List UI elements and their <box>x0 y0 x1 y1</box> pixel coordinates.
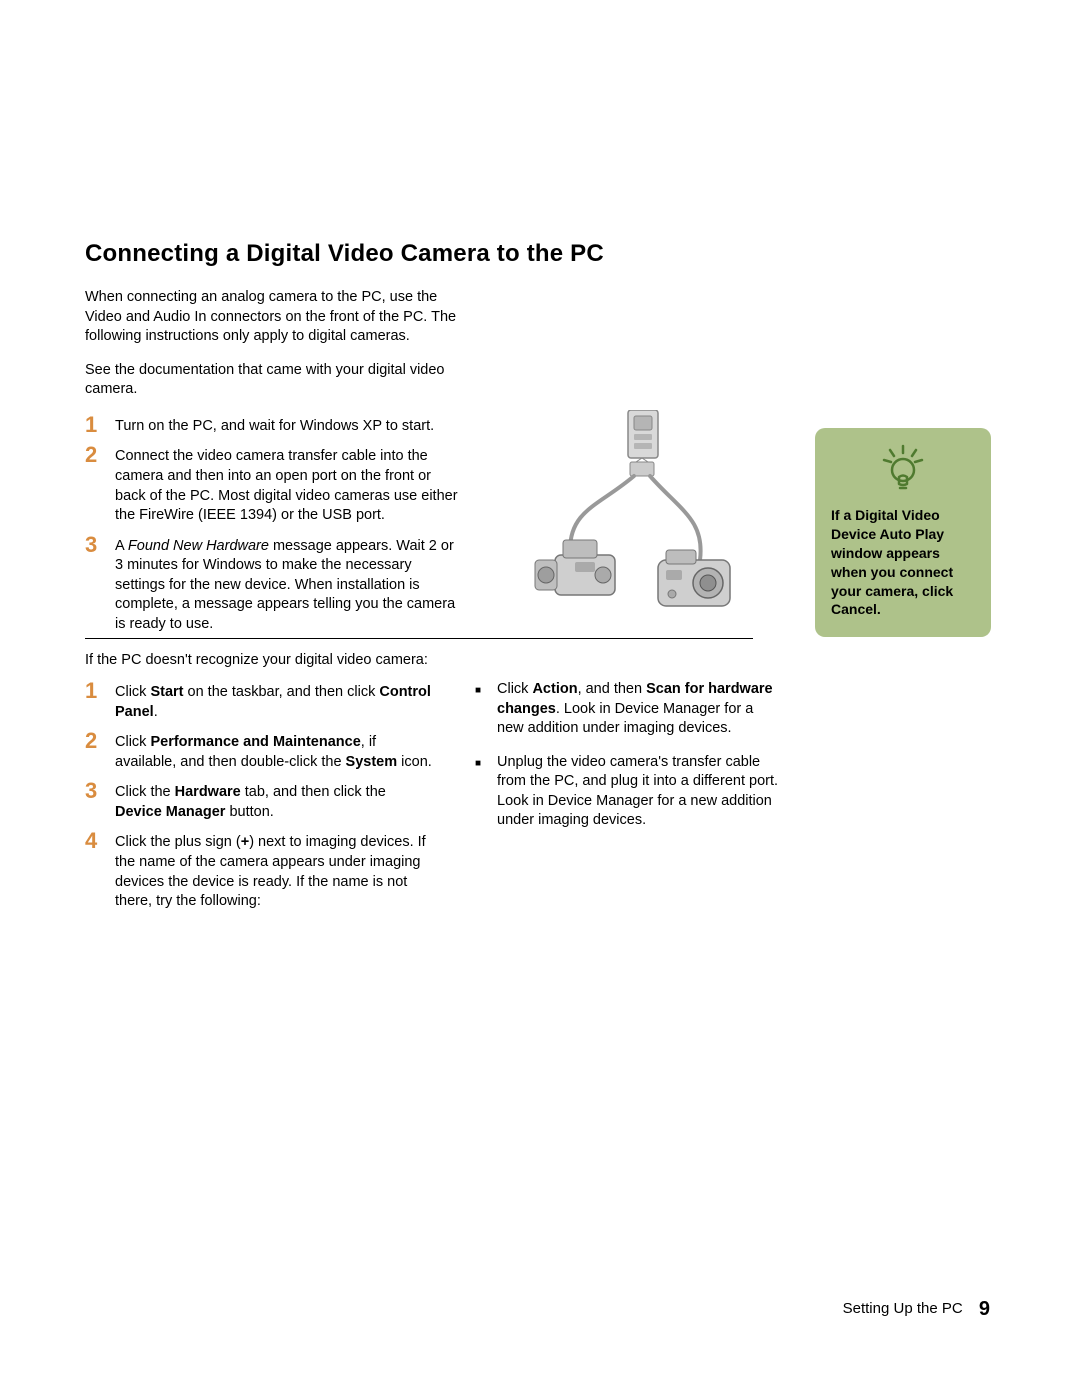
intro-paragraph-1: When connecting an analog camera to the … <box>85 288 465 347</box>
camera-illustration <box>530 410 750 630</box>
step-text: Click Start on the taskbar, and then cli… <box>115 680 435 722</box>
tip-callout: If a Digital Video Device Auto Play wind… <box>815 428 991 637</box>
step-item: 1Click Start on the taskbar, and then cl… <box>85 680 435 722</box>
bullet-text: Click Action, and then Scan for hardware… <box>497 680 780 739</box>
intro-paragraph-2: See the documentation that came with you… <box>85 361 465 400</box>
bullet-list: ■Click Action, and then Scan for hardwar… <box>475 680 780 845</box>
step-text: Click Performance and Maintenance, if av… <box>115 730 435 772</box>
lightbulb-icon <box>878 444 928 494</box>
steps-list-1: 1Turn on the PC, and wait for Windows XP… <box>85 414 465 635</box>
step-item: 1Turn on the PC, and wait for Windows XP… <box>85 414 465 437</box>
steps-list-2: 1Click Start on the taskbar, and then cl… <box>85 680 435 920</box>
step-item: 2Connect the video camera transfer cable… <box>85 444 465 525</box>
step-item: 3Click the Hardware tab, and then click … <box>85 780 435 822</box>
page-footer: Setting Up the PC 9 <box>843 1298 990 1321</box>
bullet-item: ■Click Action, and then Scan for hardwar… <box>475 680 780 739</box>
step-number: 1 <box>85 414 115 437</box>
step-text: A Found New Hardware message appears. Wa… <box>115 534 465 635</box>
step-number: 1 <box>85 680 115 722</box>
intro-block: When connecting an analog camera to the … <box>85 288 465 400</box>
step-text: Click the Hardware tab, and then click t… <box>115 780 435 822</box>
section-divider <box>85 638 753 639</box>
bullet-marker: ■ <box>475 680 497 739</box>
step-item: 4Click the plus sign (+) next to imaging… <box>85 830 435 911</box>
bullet-marker: ■ <box>475 753 497 831</box>
tip-text: If a Digital Video Device Auto Play wind… <box>831 506 975 619</box>
bullet-text: Unplug the video camera's transfer cable… <box>497 753 780 831</box>
step-number: 3 <box>85 780 115 822</box>
step-number: 4 <box>85 830 115 911</box>
footer-section: Setting Up the PC <box>843 1300 963 1317</box>
step-text: Connect the video camera transfer cable … <box>115 444 465 525</box>
bullet-item: ■Unplug the video camera's transfer cabl… <box>475 753 780 831</box>
page-heading: Connecting a Digital Video Camera to the… <box>85 240 995 268</box>
footer-page-number: 9 <box>979 1298 990 1320</box>
step-item: 2Click Performance and Maintenance, if a… <box>85 730 435 772</box>
step-number: 2 <box>85 730 115 772</box>
step-number: 2 <box>85 444 115 525</box>
step-text: Click the plus sign (+) next to imaging … <box>115 830 435 911</box>
step-item: 3A Found New Hardware message appears. W… <box>85 534 465 635</box>
step-text: Turn on the PC, and wait for Windows XP … <box>115 414 434 437</box>
troubleshoot-intro: If the PC doesn't recognize your digital… <box>85 652 428 668</box>
step-number: 3 <box>85 534 115 635</box>
